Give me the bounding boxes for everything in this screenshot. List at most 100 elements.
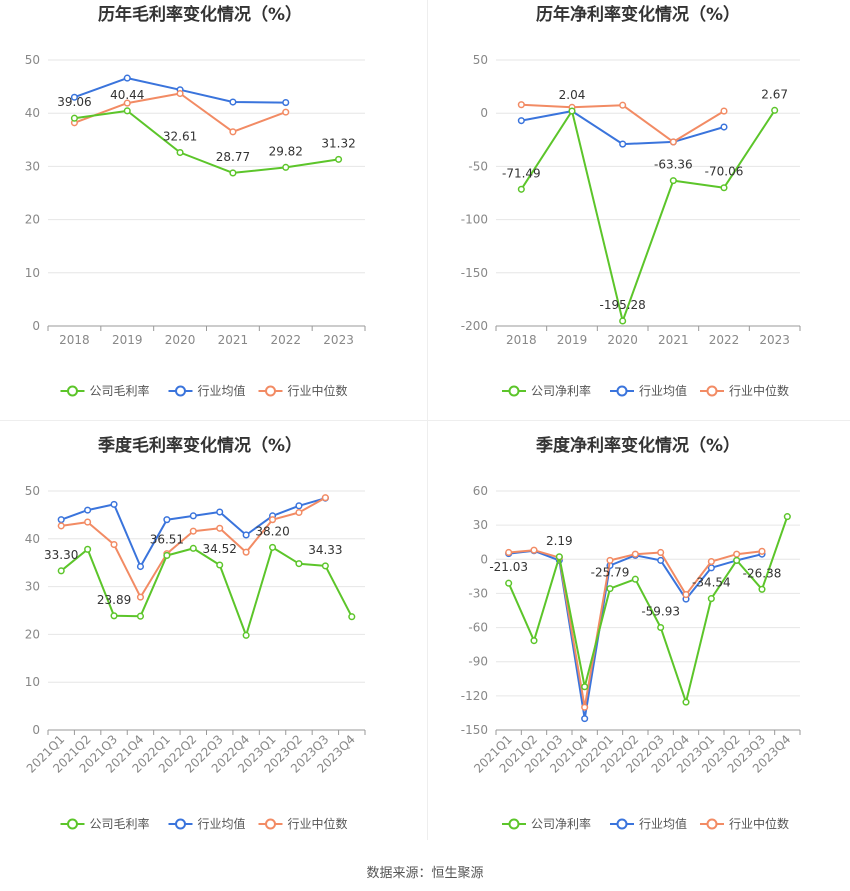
data-label: 32.61 [163, 130, 197, 144]
data-point-company [57, 567, 65, 575]
data-label: -26.38 [743, 566, 782, 580]
data-point-industry_median [733, 550, 741, 558]
chart-title: 季度净利率变化情况（%） [536, 435, 740, 456]
series-company [505, 513, 791, 706]
series-line-company [60, 546, 353, 637]
legend-label: 公司净利率 [531, 383, 591, 398]
series-company [57, 543, 356, 639]
data-point-industry_avg [242, 531, 250, 539]
data-point-company [505, 579, 513, 587]
data-source: 数据来源：恒生聚源 [0, 862, 850, 881]
legend-label: 行业均值 [639, 383, 687, 398]
data-point-industry_avg [517, 117, 525, 125]
data-label: -34.54 [692, 576, 731, 590]
data-point-company [84, 545, 92, 553]
chart-title: 历年净利率变化情况（%） [536, 4, 740, 25]
data-point-industry_avg [282, 99, 290, 107]
data-point-company [682, 698, 690, 706]
data-point-company [348, 613, 356, 621]
data-label: -63.36 [654, 158, 693, 172]
data-point-industry_median [720, 107, 728, 115]
x-tick-label: 2019 [112, 333, 143, 347]
data-point-company [282, 163, 290, 171]
data-point-industry_avg [720, 123, 728, 131]
data-point-company [110, 612, 118, 620]
chart-4: 季度净利率变化情况（%）-150-120-90-60-30030602021Q1… [461, 435, 801, 831]
data-point-industry_avg [189, 512, 197, 520]
data-label: 28.77 [216, 150, 250, 164]
x-tick-label: 2022 [270, 333, 301, 347]
data-point-industry_median [657, 548, 665, 557]
data-point-company [657, 623, 665, 632]
legend-label: 行业中位数 [288, 816, 348, 831]
y-tick-label: -150 [461, 266, 488, 280]
legend-label: 行业中位数 [729, 383, 789, 398]
series-line-company [520, 109, 776, 322]
data-label: 36.51 [150, 532, 184, 546]
series-line-industry_median [508, 549, 763, 709]
data-label: -21.03 [489, 560, 528, 574]
data-point-industry_median [707, 558, 715, 566]
legend-label: 行业中位数 [288, 383, 348, 398]
series-line-industry_median [74, 92, 287, 133]
chart-2: 历年净利率变化情况（%） -200 -150 -100 -50 0 50 2018 2019 20… [461, 4, 801, 398]
x-tick-label: 2022 [709, 333, 740, 347]
data-point-company [783, 513, 791, 521]
y-tick-label: -90 [468, 655, 488, 669]
data-point-company [771, 106, 779, 114]
data-point-company [123, 107, 131, 115]
legend-swatch-marker [265, 818, 276, 830]
legend-swatch-marker [265, 385, 276, 397]
data-point-company [530, 637, 538, 645]
data-point-company [136, 612, 145, 620]
data-point-industry_avg [84, 506, 92, 514]
data-point-industry_median [682, 591, 690, 599]
data-point-industry_median [242, 548, 250, 556]
data-point-company [720, 184, 728, 192]
y-tick-label: -120 [461, 689, 488, 703]
data-point-industry_median [189, 527, 197, 535]
data-label: -59.93 [641, 604, 680, 618]
data-point-industry_avg [229, 98, 237, 106]
y-tick-label: 10 [25, 675, 40, 689]
data-point-industry_avg [57, 516, 65, 524]
series-industry_avg [57, 494, 329, 571]
x-tick-label: 2018 [506, 333, 537, 347]
data-label: 2.04 [559, 88, 586, 102]
data-point-industry_median [631, 550, 639, 558]
legend-swatch-marker [67, 818, 78, 830]
data-point-industry_avg [216, 508, 224, 516]
series-industry_median [70, 89, 290, 136]
data-point-company [555, 553, 563, 561]
data-point-company [70, 114, 78, 122]
data-point-company [335, 155, 343, 163]
data-point-industry_avg [110, 500, 118, 508]
horizontal-divider [0, 420, 850, 421]
data-label: 2.67 [761, 87, 788, 101]
series-industry_median [517, 101, 728, 146]
series-company [517, 106, 779, 325]
data-point-industry_median [110, 540, 118, 549]
data-point-company [733, 556, 741, 564]
data-point-company [568, 107, 576, 115]
legend-label: 行业均值 [198, 383, 246, 398]
data-label: 33.30 [44, 548, 78, 562]
data-source-name: 恒生聚源 [431, 866, 484, 881]
data-point-industry_median [321, 494, 329, 502]
data-label: 40.44 [110, 88, 144, 102]
data-point-industry_median [57, 522, 65, 530]
series-line-company [74, 109, 339, 174]
data-point-company [631, 575, 639, 583]
x-tick-label: 2021 [658, 333, 689, 347]
x-tick-label: 2019 [557, 333, 588, 347]
legend-swatch-marker [616, 385, 628, 397]
data-point-company [707, 595, 715, 603]
data-point-industry_median [530, 546, 538, 554]
legend: 公司净利率 行业均值 行业中位数 [502, 816, 789, 831]
data-label: 34.33 [308, 543, 342, 557]
legend-label: 公司净利率 [531, 816, 591, 831]
data-point-company [669, 177, 677, 185]
data-point-industry_median [136, 593, 145, 601]
data-point-company [268, 543, 277, 551]
